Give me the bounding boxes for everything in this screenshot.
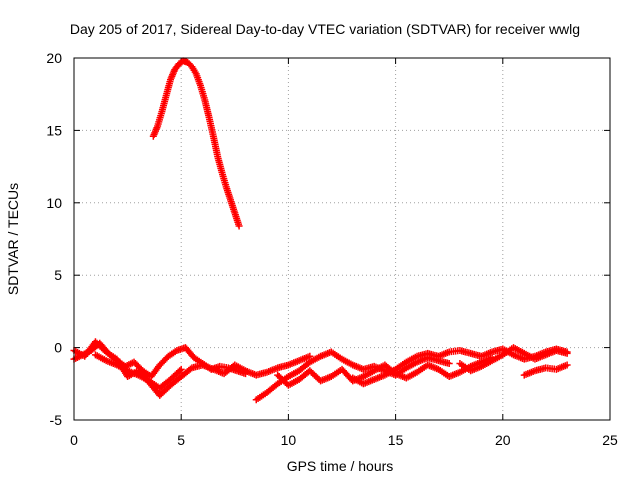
y-tick-label: 10 [46,195,62,211]
plot-frame [73,57,611,421]
series-track-4 [274,354,496,389]
data-point [235,222,243,230]
data-point [176,367,184,375]
y-tick-label: 0 [54,340,62,356]
data-point [177,365,185,373]
y-tick-label: -5 [50,412,63,428]
data-point [563,349,571,357]
series-track-8 [91,351,185,392]
data-marks [70,57,571,404]
series-track-7 [520,361,571,379]
x-tick-labels: 0 5 10 15 20 25 [70,432,618,448]
x-tick-label: 25 [602,432,618,448]
x-tick-label: 0 [70,432,78,448]
series-track-2 [70,338,314,399]
data-point [563,361,571,369]
chart-title: Day 205 of 2017, Sidereal Day-to-day VTE… [70,21,580,37]
x-axis-label: GPS time / hours [287,458,394,474]
series-high-arc [149,57,243,230]
y-tick-label: 20 [46,50,62,66]
x-tick-label: 15 [388,432,404,448]
y-axis-label: SDTVAR / TECUs [5,183,21,295]
series-track-6 [456,344,571,375]
series-track-5 [349,345,571,388]
y-tick-labels: -5 0 5 10 15 20 [46,50,62,428]
y-tick-label: 5 [54,267,62,283]
x-tick-label: 20 [495,432,511,448]
axis-ticks [73,57,611,421]
grid-lines [74,58,610,420]
x-tick-label: 10 [281,432,297,448]
y-tick-label: 15 [46,122,62,138]
x-tick-label: 5 [177,432,185,448]
data-point [445,360,453,368]
